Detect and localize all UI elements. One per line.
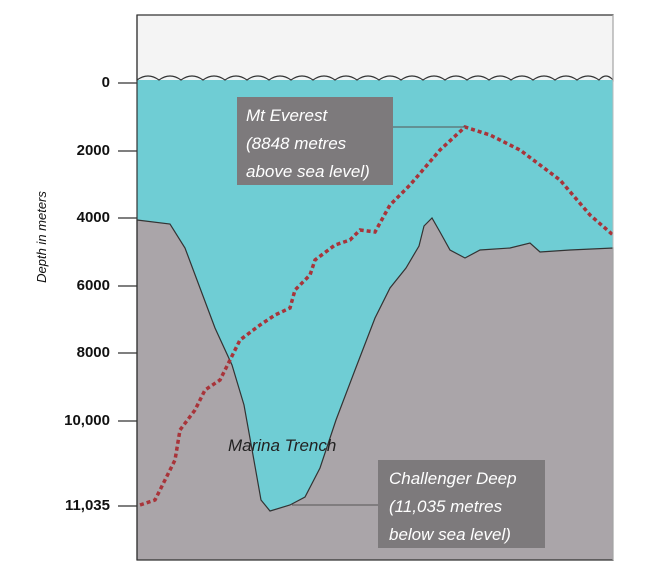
everest-box bbox=[237, 97, 393, 185]
tick-group: 0 2000 4000 6000 8000 10,000 11,035 bbox=[64, 74, 137, 514]
wave-surface bbox=[136, 14, 614, 82]
tick-label: 2000 bbox=[77, 142, 110, 159]
tick-label: 11,035 bbox=[65, 497, 110, 514]
everest-line: (8848 metres bbox=[246, 134, 347, 153]
tick-label: 6000 bbox=[77, 277, 110, 294]
tick-label: 8000 bbox=[77, 344, 110, 361]
tick-label: 4000 bbox=[77, 209, 110, 226]
challenger-line: below sea level) bbox=[389, 525, 511, 544]
challenger-line: Challenger Deep bbox=[389, 469, 517, 488]
tick-label: 10,000 bbox=[64, 412, 110, 429]
challenger-box bbox=[378, 460, 545, 548]
everest-line: Mt Everest bbox=[246, 106, 329, 125]
challenger-line: (11,035 metres bbox=[389, 497, 503, 516]
everest-line: above sea level) bbox=[246, 162, 370, 181]
tick-label: 0 bbox=[102, 74, 110, 91]
trench-label: Marina Trench bbox=[228, 436, 336, 455]
axis-label: Depth in meters bbox=[34, 191, 49, 283]
everest-outline bbox=[139, 125, 615, 507]
